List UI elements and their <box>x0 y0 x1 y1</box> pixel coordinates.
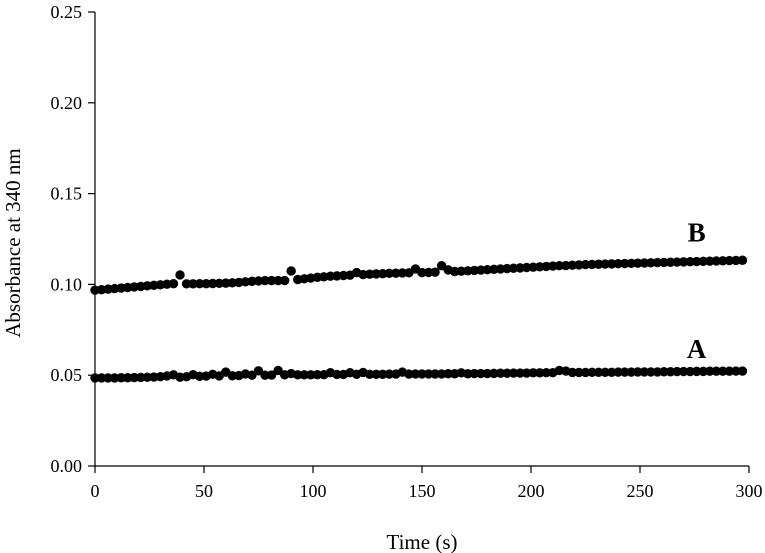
x-tick-label: 300 <box>736 481 763 501</box>
x-axis-title: Time (s) <box>387 530 458 553</box>
series-label-a: A <box>687 334 707 364</box>
series-a-points <box>90 365 748 383</box>
series-a-point <box>253 366 264 376</box>
x-tick-label: 200 <box>518 481 545 501</box>
series-a-point <box>737 366 748 376</box>
series-a-point <box>266 370 277 380</box>
y-tick-label: 0.15 <box>51 184 83 204</box>
y-tick-label: 0.10 <box>51 274 83 294</box>
x-tick-label: 100 <box>300 481 327 501</box>
x-tick-label: 150 <box>409 481 436 501</box>
series-b-point <box>175 270 185 280</box>
y-tick-label: 0.25 <box>51 2 83 22</box>
y-tick-label: 0.00 <box>51 456 83 476</box>
series-b-point <box>737 255 748 265</box>
series-b-point <box>279 275 290 286</box>
points-layer <box>90 255 748 383</box>
y-axis-title: Absorbance at 340 nm <box>1 148 25 338</box>
x-tick-label: 50 <box>195 481 213 501</box>
series-b-points <box>90 255 748 295</box>
x-tick-label: 0 <box>91 481 100 501</box>
series-b-point <box>168 278 179 289</box>
series-b-point <box>286 266 296 276</box>
series-b-point <box>430 267 440 277</box>
labels-layer: AB <box>687 218 707 364</box>
series-a-point <box>273 365 283 376</box>
x-tick-label: 250 <box>627 481 654 501</box>
y-tick-label: 0.20 <box>51 93 83 113</box>
series-label-b: B <box>688 218 706 248</box>
series-a-point <box>247 370 257 380</box>
y-tick-label: 0.05 <box>51 365 83 385</box>
